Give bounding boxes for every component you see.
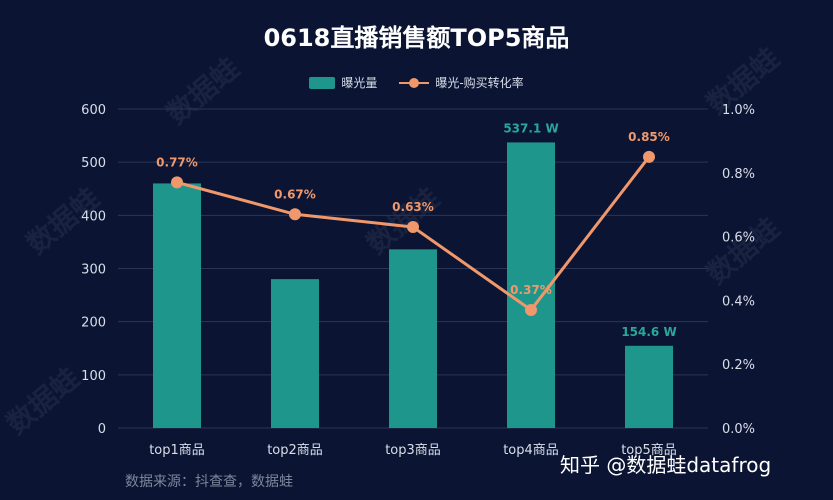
y-right-tick-label: 0.0% xyxy=(722,422,755,437)
y-right-tick-label: 0.2% xyxy=(722,358,755,373)
line-point xyxy=(643,150,655,163)
line-point xyxy=(171,176,183,189)
y-right-tick-label: 1.0% xyxy=(722,103,755,118)
line-data-label: 0.63% xyxy=(392,200,434,214)
bar-data-label: 537.1 W xyxy=(503,121,558,135)
y-left-tick-label: 300 xyxy=(81,263,106,278)
y-left-tick-label: 100 xyxy=(81,369,106,384)
x-tick-label: top4商品 xyxy=(503,443,559,458)
data-source: 数据来源：抖查查，数据蛙 xyxy=(125,474,293,490)
y-left-tick-label: 0 xyxy=(98,422,106,437)
bar xyxy=(271,279,319,428)
legend-item-line[interactable]: 曝光-购买转化率 xyxy=(399,74,524,91)
chart-legend: 曝光量 曝光-购买转化率 xyxy=(0,74,833,91)
bar-data-label: 154.6 W xyxy=(621,325,676,339)
chart-title: 0618直播销售额TOP5商品 xyxy=(263,24,570,52)
line-data-label: 0.67% xyxy=(274,187,316,201)
legend-bar-swatch xyxy=(309,76,336,89)
line-data-label: 0.77% xyxy=(156,155,198,169)
x-tick-label: top1商品 xyxy=(149,443,205,458)
y-right-tick-label: 0.4% xyxy=(722,294,755,309)
legend-item-bar[interactable]: 曝光量 xyxy=(309,74,377,91)
y-right-tick-label: 0.8% xyxy=(722,167,755,182)
bar xyxy=(153,183,201,428)
legend-line-swatch xyxy=(399,77,430,89)
legend-label-bar: 曝光量 xyxy=(341,76,378,90)
y-left-tick-label: 600 xyxy=(81,103,106,118)
line-data-label: 0.85% xyxy=(628,130,670,144)
legend-label-line: 曝光-购买转化率 xyxy=(435,76,524,90)
bar xyxy=(625,345,673,428)
x-tick-label: top5商品 xyxy=(621,443,677,458)
y-left-tick-label: 500 xyxy=(81,156,106,171)
line-point xyxy=(407,221,419,234)
y-left-tick-label: 400 xyxy=(81,209,106,224)
y-right-tick-label: 0.6% xyxy=(722,231,755,246)
x-tick-label: top2商品 xyxy=(267,443,323,458)
bar xyxy=(507,142,555,428)
line-data-label: 0.37% xyxy=(510,283,552,297)
bar xyxy=(389,249,437,428)
x-tick-label: top3商品 xyxy=(385,443,441,458)
line-point xyxy=(289,208,301,221)
y-left-tick-label: 200 xyxy=(81,316,106,331)
credit-text: 知乎 @数据蛙datafrog xyxy=(560,453,772,477)
line-point xyxy=(525,303,537,316)
